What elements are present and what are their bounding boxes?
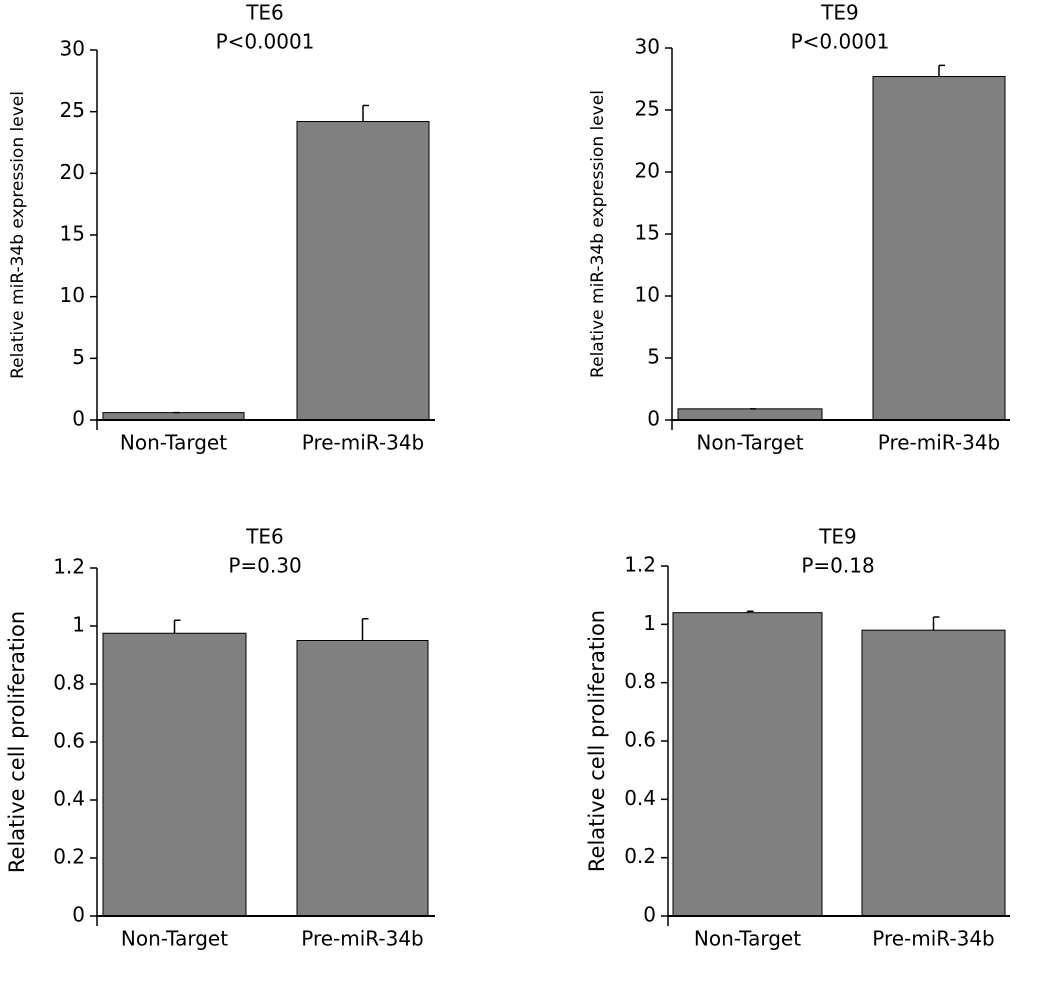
y-tick-label: 20 — [60, 160, 85, 184]
x-tick-label: Non-Target — [121, 927, 228, 951]
bar — [861, 629, 1006, 917]
y-tick-label: 0 — [72, 407, 85, 431]
chart-subtitle: P<0.0001 — [791, 30, 890, 54]
y-tick-label: 0.2 — [624, 844, 656, 868]
bar — [102, 412, 245, 421]
chart-subtitle: P=0.18 — [801, 554, 874, 578]
y-tick-label: 0.4 — [53, 787, 85, 811]
y-axis-label: Relative cell proliferation — [585, 610, 609, 872]
bar — [872, 76, 1006, 421]
error-bar — [361, 618, 369, 641]
y-tick-label: 20 — [635, 159, 660, 183]
y-tick-label: 5 — [72, 345, 85, 369]
x-tick-label: Pre-miR-34b — [301, 927, 424, 951]
bar — [102, 632, 247, 917]
x-tick-label: Pre-miR-34b — [878, 431, 1001, 455]
y-tick-label: 0 — [647, 407, 660, 431]
x-tick-label: Non-Target — [694, 927, 801, 951]
y-tick-label: 5 — [647, 345, 660, 369]
y-tick-label: 1.2 — [53, 555, 85, 579]
bar — [296, 640, 429, 917]
x-tick-label: Non-Target — [120, 431, 227, 455]
chart-subtitle: P<0.0001 — [216, 30, 315, 54]
y-tick-label: 0 — [643, 903, 656, 927]
y-tick-label: 15 — [60, 222, 85, 246]
error-bar — [938, 64, 945, 77]
bar — [677, 408, 823, 421]
y-tick-label: 10 — [60, 283, 85, 307]
y-tick-label: 0.6 — [624, 728, 656, 752]
y-tick-label: 1 — [643, 611, 656, 635]
error-bar — [746, 610, 754, 613]
y-tick-label: 0.4 — [624, 786, 656, 810]
x-tick-label: Pre-miR-34b — [302, 431, 425, 455]
y-axis-label: Relative miR-34b expression level — [8, 91, 28, 379]
chart-title: TE6 — [245, 525, 284, 549]
y-tick-label: 25 — [635, 97, 660, 121]
bar — [672, 612, 823, 917]
y-tick-label: 30 — [635, 35, 660, 59]
y-tick-label: 0.8 — [624, 669, 656, 693]
y-tick-label: 1.2 — [624, 553, 656, 577]
y-tick-label: 15 — [635, 221, 660, 245]
y-tick-label: 0 — [72, 903, 85, 927]
error-bar — [362, 104, 369, 122]
chart-title: TE9 — [818, 525, 857, 549]
y-axis-label: Relative miR-34b expression level — [588, 90, 608, 378]
error-bar — [173, 619, 181, 634]
error-bar — [932, 616, 940, 631]
y-tick-label: 25 — [60, 98, 85, 122]
y-tick-label: 1 — [72, 613, 85, 637]
y-tick-label: 0.2 — [53, 845, 85, 869]
y-tick-label: 10 — [635, 283, 660, 307]
y-axis-label: Relative cell proliferation — [5, 611, 29, 873]
x-tick-label: Pre-miR-34b — [872, 927, 995, 951]
chart-subtitle: P=0.30 — [228, 554, 301, 578]
y-tick-label: 0.6 — [53, 729, 85, 753]
chart-title: TE6 — [245, 1, 284, 25]
y-tick-label: 0.8 — [53, 671, 85, 695]
chart-title: TE9 — [820, 1, 859, 25]
bar — [296, 121, 430, 421]
y-tick-label: 30 — [60, 37, 85, 61]
x-tick-label: Non-Target — [696, 431, 803, 455]
